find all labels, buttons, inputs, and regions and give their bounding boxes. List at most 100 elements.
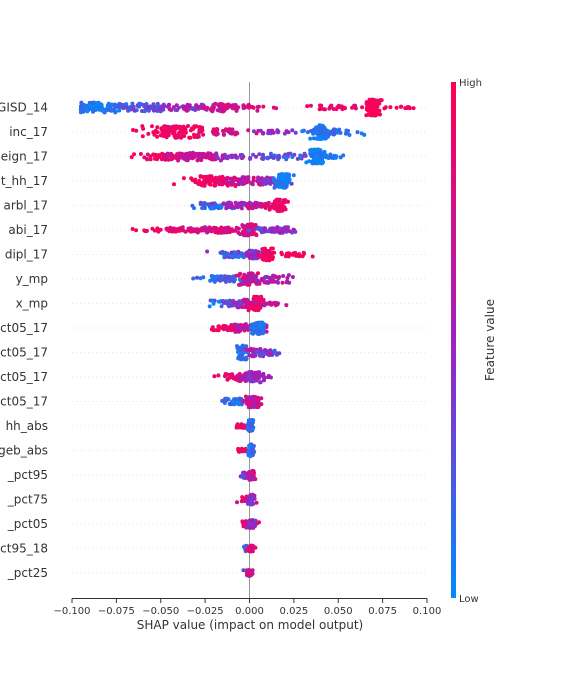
shap-point — [172, 129, 176, 133]
shap-point — [294, 131, 298, 135]
shap-point — [224, 327, 228, 331]
shap-point — [117, 109, 121, 113]
shap-point — [321, 126, 325, 130]
shap-point — [285, 252, 289, 256]
shap-point — [169, 108, 173, 112]
shap-point — [247, 353, 251, 357]
shap-point — [222, 132, 226, 136]
shap-point — [273, 200, 277, 204]
feature-row-points — [235, 418, 256, 433]
shap-point — [215, 128, 219, 132]
shap-point — [212, 129, 216, 133]
shap-point — [309, 104, 313, 108]
feature-label: _pct75 — [7, 493, 48, 507]
shap-point — [312, 136, 316, 140]
shap-point — [250, 447, 254, 451]
shap-point — [245, 548, 249, 552]
feature-label: inc_17 — [9, 125, 48, 139]
shap-point — [201, 154, 205, 158]
shap-point — [259, 226, 263, 230]
x-tick-label: −0.050 — [142, 606, 179, 617]
shap-point — [258, 324, 262, 328]
shap-point — [244, 344, 248, 348]
shap-point — [241, 276, 245, 280]
shap-point — [224, 127, 228, 131]
shap-point — [234, 106, 238, 110]
shap-point — [236, 448, 240, 452]
shap-point — [159, 133, 163, 137]
shap-point — [225, 252, 229, 256]
shap-point — [176, 159, 180, 163]
shap-point — [257, 152, 261, 156]
shap-point — [259, 295, 263, 299]
colorbar-title: Feature value — [483, 299, 497, 381]
shap-point — [263, 348, 267, 352]
shap-point — [193, 178, 197, 182]
shap-point — [214, 226, 218, 230]
shap-point — [275, 301, 279, 305]
shap-point — [237, 283, 241, 287]
shap-point — [305, 104, 309, 108]
shap-point — [155, 135, 159, 139]
shap-point — [241, 475, 245, 479]
shap-point — [292, 173, 296, 177]
shap-point — [266, 131, 270, 135]
shap-point — [219, 326, 223, 330]
feature-row-points — [210, 321, 269, 337]
feature-row-points — [205, 247, 315, 263]
shap-point — [194, 125, 198, 129]
shap-point — [337, 104, 341, 108]
shap-point — [245, 298, 249, 302]
shap-point — [223, 106, 227, 110]
shap-point — [187, 153, 191, 157]
shap-point — [91, 107, 95, 111]
shap-point — [246, 502, 250, 506]
shap-point — [244, 303, 248, 307]
shap-point — [364, 113, 368, 117]
shap-point — [251, 153, 255, 157]
shap-point — [208, 154, 212, 158]
shap-point — [177, 229, 181, 233]
shap-point — [181, 134, 185, 138]
shap-point — [255, 227, 259, 231]
shap-point — [281, 281, 285, 285]
shap-point — [128, 105, 132, 109]
shap-point — [124, 106, 128, 110]
shap-point — [277, 351, 281, 355]
shap-point — [291, 275, 295, 279]
shap-point — [232, 301, 236, 305]
shap-point — [210, 202, 214, 206]
shap-point — [243, 233, 247, 237]
x-tick-label: −0.025 — [187, 606, 224, 617]
shap-point — [150, 124, 154, 128]
shap-point — [241, 225, 245, 229]
feature-row-points — [190, 198, 290, 214]
shap-point — [236, 156, 240, 160]
shap-point — [230, 251, 234, 255]
feature-label: abi_17 — [8, 223, 48, 237]
shap-point — [286, 200, 290, 204]
shap-point — [274, 106, 278, 110]
shap-point — [269, 352, 273, 356]
shap-point — [238, 425, 242, 429]
shap-point — [287, 229, 291, 233]
shap-point — [281, 182, 285, 186]
shap-point — [189, 176, 193, 180]
shap-point — [81, 108, 85, 112]
shap-point — [95, 107, 99, 111]
shap-point — [250, 418, 254, 422]
shap-point — [175, 103, 179, 107]
shap-point — [277, 156, 281, 160]
shap-point — [238, 397, 242, 401]
colorbar — [451, 82, 456, 598]
shap-point — [301, 254, 305, 258]
shap-point — [234, 274, 238, 278]
shap-point — [250, 249, 254, 253]
shap-point — [282, 173, 286, 177]
shap-point — [241, 400, 245, 404]
shap-point — [297, 252, 301, 256]
feature-row-points — [236, 443, 256, 459]
shap-point — [212, 374, 216, 378]
x-tick-label: 0.050 — [324, 606, 353, 617]
